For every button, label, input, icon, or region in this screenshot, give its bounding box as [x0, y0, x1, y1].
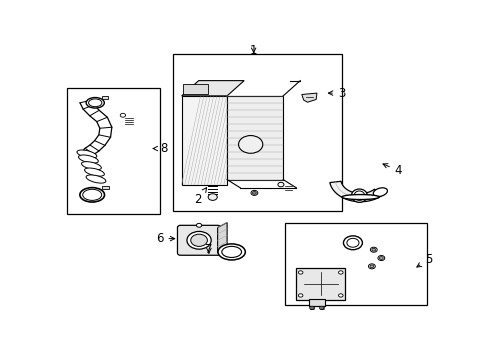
- Circle shape: [190, 234, 207, 246]
- Circle shape: [343, 236, 362, 250]
- Circle shape: [298, 271, 302, 274]
- Text: 2: 2: [193, 188, 206, 206]
- Circle shape: [208, 194, 217, 201]
- Text: 8: 8: [153, 142, 167, 155]
- Text: 7: 7: [205, 243, 212, 256]
- Circle shape: [346, 238, 358, 247]
- Ellipse shape: [351, 189, 366, 202]
- Text: 5: 5: [416, 253, 431, 267]
- Circle shape: [369, 247, 376, 252]
- Circle shape: [319, 306, 324, 310]
- Circle shape: [250, 190, 257, 195]
- Bar: [226, 96, 283, 180]
- Circle shape: [368, 264, 374, 269]
- Bar: [102, 186, 109, 189]
- Ellipse shape: [222, 246, 241, 257]
- Bar: [309, 299, 324, 306]
- Polygon shape: [181, 81, 244, 96]
- Bar: [284, 223, 426, 305]
- Polygon shape: [329, 181, 382, 202]
- Ellipse shape: [86, 175, 106, 183]
- Bar: [183, 85, 208, 94]
- Ellipse shape: [79, 155, 98, 163]
- Bar: [181, 96, 226, 185]
- Circle shape: [277, 183, 284, 187]
- Circle shape: [309, 306, 314, 310]
- Ellipse shape: [77, 150, 97, 158]
- Ellipse shape: [84, 168, 104, 176]
- Circle shape: [238, 136, 262, 153]
- Circle shape: [186, 231, 211, 249]
- Ellipse shape: [88, 99, 102, 107]
- Polygon shape: [217, 222, 226, 253]
- Circle shape: [379, 257, 383, 260]
- Ellipse shape: [80, 188, 104, 202]
- Circle shape: [338, 271, 343, 274]
- Bar: [296, 268, 345, 300]
- Bar: [102, 96, 108, 99]
- Bar: [67, 87, 159, 214]
- Text: 6: 6: [156, 232, 174, 245]
- Ellipse shape: [82, 189, 102, 201]
- FancyBboxPatch shape: [177, 225, 220, 255]
- Ellipse shape: [341, 194, 378, 199]
- Circle shape: [338, 294, 343, 297]
- Circle shape: [196, 223, 202, 227]
- Circle shape: [369, 265, 373, 268]
- Ellipse shape: [86, 98, 104, 108]
- Circle shape: [252, 192, 256, 194]
- Circle shape: [298, 294, 302, 297]
- Ellipse shape: [218, 244, 245, 260]
- Circle shape: [371, 248, 375, 251]
- Ellipse shape: [81, 162, 101, 170]
- Circle shape: [377, 256, 384, 261]
- Circle shape: [120, 113, 125, 117]
- Bar: [173, 54, 341, 211]
- Text: 3: 3: [328, 87, 345, 100]
- Text: 4: 4: [382, 164, 401, 177]
- Text: 1: 1: [249, 44, 257, 57]
- Polygon shape: [301, 93, 316, 102]
- Ellipse shape: [353, 191, 364, 201]
- Ellipse shape: [372, 188, 386, 197]
